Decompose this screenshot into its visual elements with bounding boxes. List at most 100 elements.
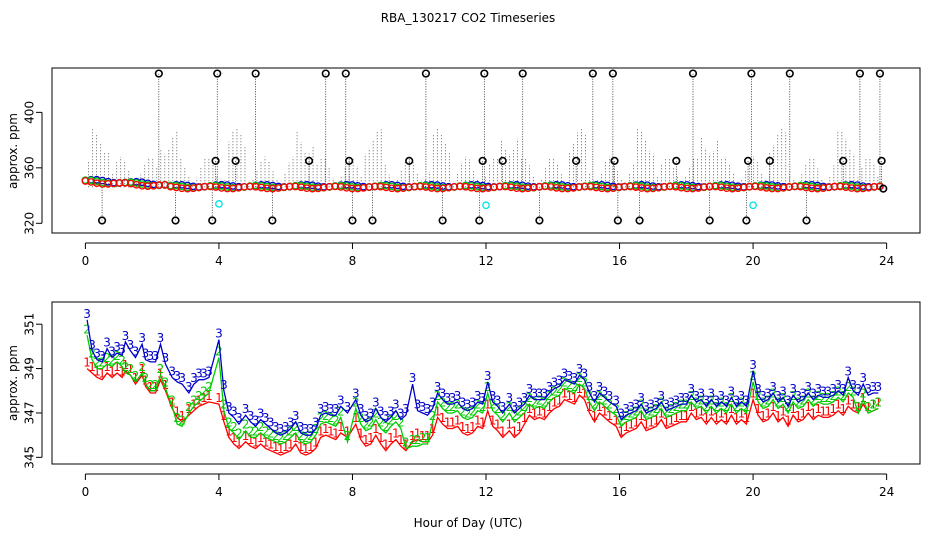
series-2-marker: 2 [220,398,228,412]
series-3-marker: 3 [247,409,255,423]
series-1-marker: 1 [344,424,352,438]
top-outlier-point [518,69,527,78]
series-1-marker: 1 [556,393,564,407]
series-1-marker: 1 [869,398,877,412]
series-3-marker: 3 [257,407,265,421]
series-1-marker: 1 [738,407,746,421]
series-3-marker: 3 [474,389,482,403]
series-2-marker: 2 [292,420,300,434]
series-3-marker: 3 [627,400,635,414]
series-3-marker: 3 [804,380,812,394]
series-2-marker: 2 [178,413,186,427]
top-baseline-point [393,184,402,193]
series-1-marker: 1 [225,424,233,438]
series-3-marker: 3 [708,387,716,401]
series-3-marker: 3 [479,391,487,405]
series-1-marker: 1 [434,404,442,418]
top-data-points [81,69,888,225]
series-2-marker: 2 [511,409,519,423]
series-2-marker: 2 [499,409,507,423]
series-2-marker: 2 [864,400,872,414]
top-baseline-point [200,182,209,191]
series-1-marker: 1 [142,373,150,387]
top-baseline-point [285,182,294,191]
series-3-marker: 3 [703,393,711,407]
series-1-marker: 1 [546,400,554,414]
top-baseline-point [790,182,799,191]
top-baseline-point [615,183,623,192]
series-3-marker: 3 [551,376,559,390]
top-baseline-point [302,184,311,192]
series-3-marker: 3 [693,389,701,403]
series-3-marker: 3 [864,382,872,396]
top-outlier-point [742,216,751,225]
series-1-marker: 1 [718,407,726,421]
series-3-marker: 3 [414,398,422,412]
series-2-marker: 2 [277,431,285,445]
series-1-marker: 1 [262,435,270,449]
top-baseline-point [677,183,686,192]
series-2-marker: 2 [591,398,599,412]
top-outlier-point [421,69,431,78]
series-3-marker: 3 [637,391,645,405]
top-baseline-point [206,182,215,191]
series-2-marker: 2 [526,391,534,405]
series-2-marker: 2 [337,404,345,418]
top-baseline-point [353,184,362,193]
bottom-y-axis: 345 347 349 351 [23,313,43,469]
series-1-marker: 1 [424,429,432,443]
series-1-marker: 1 [601,404,609,418]
top-outlier-point [608,69,617,78]
series-3-marker: 3 [444,391,452,405]
series-1-marker: 1 [499,424,507,438]
top-x-tick-label: 4 [215,254,223,268]
top-baseline-point [427,184,436,192]
top-outlier-point [785,69,794,78]
series-2-marker: 2 [561,376,569,390]
series-3-marker: 3 [327,402,335,416]
top-baseline-point [626,182,635,191]
series-3-marker: 3 [698,387,706,401]
series-3-marker: 3 [297,420,305,434]
series-3-marker: 3 [556,373,564,387]
top-baseline-point [365,183,374,191]
series-1-marker: 1 [698,404,706,418]
top-outlier-point [478,156,487,165]
series-3-marker: 3 [784,393,792,407]
series-1-marker: 1 [576,382,584,396]
series-3-marker: 3 [464,398,472,412]
top-outlier-point [480,69,489,78]
series-3-marker: 3 [200,367,208,381]
series-3-marker: 3 [759,389,767,403]
series-1-marker: 1 [479,415,487,429]
series-3-marker: 3 [178,371,186,385]
series-3-marker: 3 [844,364,852,378]
series-3-marker: 3 [596,380,604,394]
series-1-marker: 1 [88,360,96,374]
series-1-marker: 1 [168,396,176,410]
series-3-marker: 3 [591,389,599,403]
series-1-marker: 1 [444,415,452,429]
series-3-marker: 3 [312,415,320,429]
top-outlier-point [251,69,260,78]
top-outlier-point [475,216,484,225]
series-3-marker: 3 [382,409,390,423]
series-2-marker: 2 [424,431,432,445]
series-3-marker: 3 [449,391,457,405]
top-baseline-point [280,183,288,192]
bottom-x-tick-label: 4 [215,485,223,499]
series-1-marker: 1 [205,389,213,403]
series-3-marker: 3 [576,362,584,376]
top-baseline-point [109,179,118,188]
series-3-marker: 3 [168,364,176,378]
series-3-marker: 3 [132,344,140,358]
top-baseline-point [580,182,589,191]
top-x-tick-label: 24 [879,254,894,268]
top-baseline-point [512,184,521,193]
series-2-marker: 2 [397,415,405,429]
series-3-marker: 3 [819,384,827,398]
top-baseline-point [143,182,152,190]
series-3-marker: 3 [108,344,116,358]
series-2-marker: 2 [419,431,427,445]
